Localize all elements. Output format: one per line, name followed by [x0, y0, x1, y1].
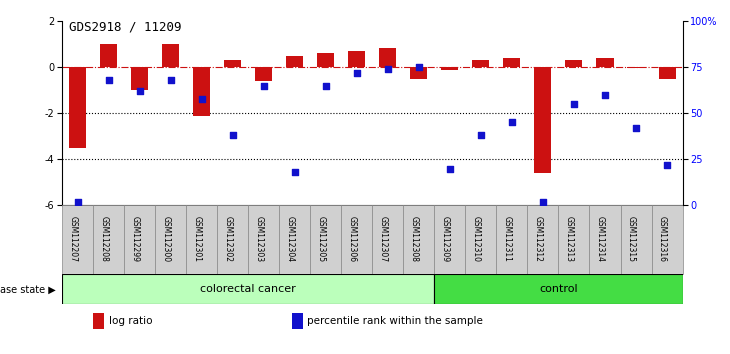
FancyBboxPatch shape: [124, 205, 155, 274]
Text: disease state ▶: disease state ▶: [0, 284, 56, 295]
Point: [537, 199, 549, 205]
Point: [103, 77, 115, 83]
Bar: [442, 67, 458, 69]
FancyBboxPatch shape: [652, 205, 683, 274]
Bar: [318, 53, 334, 67]
Text: GSM112208: GSM112208: [99, 216, 109, 262]
FancyBboxPatch shape: [62, 205, 93, 274]
Point: [506, 120, 518, 125]
Text: GSM112315: GSM112315: [627, 216, 636, 262]
Text: GSM112311: GSM112311: [503, 216, 512, 262]
Text: colorectal cancer: colorectal cancer: [200, 284, 296, 295]
Bar: [348, 51, 365, 67]
Text: control: control: [539, 284, 577, 295]
FancyBboxPatch shape: [186, 205, 218, 274]
Bar: [62, 274, 434, 304]
Text: GSM112309: GSM112309: [441, 216, 450, 262]
Bar: [434, 274, 683, 304]
Bar: [224, 60, 241, 67]
Bar: [69, 67, 86, 148]
Bar: [193, 67, 210, 115]
Text: GSM112303: GSM112303: [255, 216, 264, 262]
Text: GSM112207: GSM112207: [69, 216, 77, 262]
Bar: [93, 313, 104, 329]
FancyBboxPatch shape: [279, 205, 310, 274]
Point: [134, 88, 145, 94]
FancyBboxPatch shape: [372, 205, 404, 274]
Point: [568, 101, 580, 107]
Text: GSM112316: GSM112316: [658, 216, 667, 262]
Bar: [410, 67, 427, 79]
FancyBboxPatch shape: [466, 205, 496, 274]
Point: [289, 169, 301, 175]
Bar: [472, 60, 489, 67]
Text: GSM112304: GSM112304: [285, 216, 295, 262]
FancyBboxPatch shape: [93, 205, 124, 274]
FancyBboxPatch shape: [620, 205, 652, 274]
Point: [475, 132, 487, 138]
FancyBboxPatch shape: [404, 205, 434, 274]
FancyBboxPatch shape: [496, 205, 528, 274]
Bar: [504, 58, 520, 67]
Point: [599, 92, 611, 98]
Point: [382, 66, 393, 72]
FancyBboxPatch shape: [310, 205, 342, 274]
Point: [320, 83, 331, 88]
FancyBboxPatch shape: [342, 205, 372, 274]
Text: GSM112310: GSM112310: [472, 216, 481, 262]
Bar: [628, 67, 645, 68]
FancyBboxPatch shape: [218, 205, 248, 274]
Text: GSM112314: GSM112314: [596, 216, 605, 262]
Text: GSM112308: GSM112308: [410, 216, 419, 262]
Text: percentile rank within the sample: percentile rank within the sample: [307, 316, 483, 326]
Point: [444, 166, 456, 171]
Text: GSM112312: GSM112312: [534, 216, 543, 262]
Bar: [131, 67, 148, 90]
Text: GSM112307: GSM112307: [379, 216, 388, 262]
Text: GDS2918 / 11209: GDS2918 / 11209: [69, 21, 182, 34]
Point: [165, 77, 177, 83]
Point: [413, 64, 425, 70]
Text: GSM112300: GSM112300: [161, 216, 171, 262]
FancyBboxPatch shape: [155, 205, 186, 274]
Text: GSM112305: GSM112305: [317, 216, 326, 262]
Text: GSM112306: GSM112306: [347, 216, 357, 262]
Point: [227, 132, 239, 138]
Point: [351, 70, 363, 76]
Point: [196, 96, 207, 101]
Bar: [534, 67, 551, 173]
Text: GSM112299: GSM112299: [131, 216, 139, 262]
Bar: [162, 44, 179, 67]
FancyBboxPatch shape: [590, 205, 620, 274]
Bar: [658, 67, 675, 79]
Text: GSM112301: GSM112301: [193, 216, 201, 262]
Text: log ratio: log ratio: [109, 316, 152, 326]
Bar: [100, 44, 117, 67]
Point: [661, 162, 673, 168]
Bar: [255, 67, 272, 81]
Bar: [286, 56, 303, 67]
Point: [630, 125, 642, 131]
FancyBboxPatch shape: [248, 205, 279, 274]
FancyBboxPatch shape: [558, 205, 590, 274]
Point: [258, 83, 269, 88]
FancyBboxPatch shape: [528, 205, 558, 274]
Bar: [292, 313, 303, 329]
Bar: [380, 48, 396, 67]
Text: GSM112302: GSM112302: [223, 216, 233, 262]
Bar: [566, 60, 583, 67]
Text: GSM112313: GSM112313: [565, 216, 574, 262]
Bar: [596, 58, 613, 67]
FancyBboxPatch shape: [434, 205, 466, 274]
Point: [72, 199, 83, 205]
